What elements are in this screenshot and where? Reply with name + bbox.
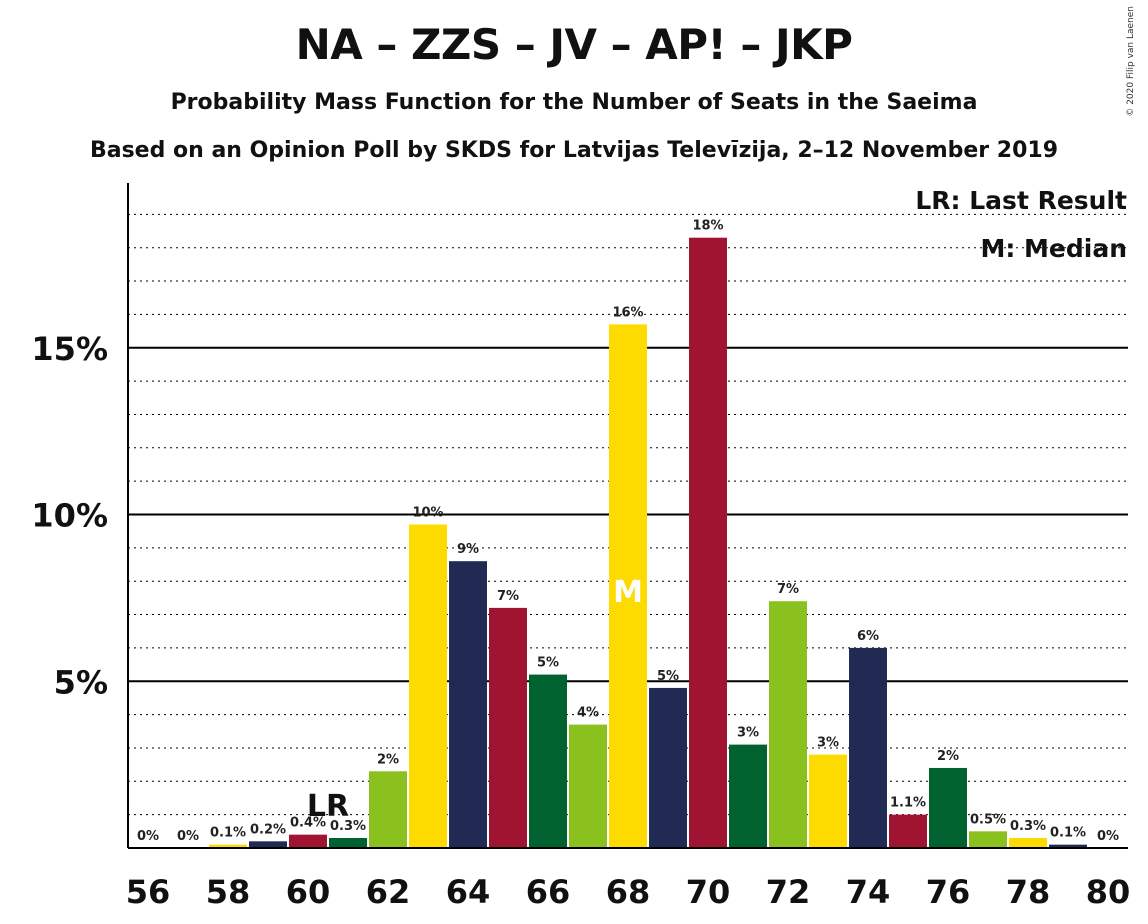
bar-label-seat-57: 0% xyxy=(177,829,199,844)
x-tick-label: 56 xyxy=(126,873,171,911)
bar-label-seat-59: 0.2% xyxy=(250,822,286,837)
median-marker: M xyxy=(613,575,643,610)
bar-seat-78 xyxy=(1009,837,1047,848)
bar-label-seat-60: 0.4% xyxy=(290,816,326,831)
bar-label-seat-66: 5% xyxy=(537,656,559,671)
bar-label-seat-69: 5% xyxy=(657,669,679,684)
bar-seat-70 xyxy=(689,237,727,848)
bar-seat-72 xyxy=(769,601,807,848)
legend-last-result: LR: Last Result xyxy=(915,186,1127,215)
bar-label-seat-77: 0.5% xyxy=(970,812,1006,827)
x-tick-label: 76 xyxy=(926,873,971,911)
chart-title: NA – ZZS – JV – AP! – JKP xyxy=(295,20,853,69)
x-tick-label: 70 xyxy=(686,873,731,911)
bar-seat-61 xyxy=(329,837,367,848)
bar-labels-group: 0% 0% 0.1% 0.2% 0.4% 0.3% 2% 10% 9% 7% 5% 4% 16% 5% 18… xyxy=(137,219,1119,844)
bar-label-seat-56: 0% xyxy=(137,829,159,844)
bar-seat-71 xyxy=(729,744,767,848)
bar-label-seat-72: 7% xyxy=(777,582,799,597)
chart-subtitle-source: Based on an Opinion Poll by SKDS for Lat… xyxy=(89,138,1059,163)
bar-seat-64 xyxy=(449,561,487,848)
bar-label-seat-75: 1.1% xyxy=(890,796,926,811)
x-tick-label: 74 xyxy=(846,873,891,911)
y-tick-labels-group: 5% 10% 15% xyxy=(31,330,108,702)
bar-label-seat-79: 0.1% xyxy=(1050,826,1086,841)
bar-label-seat-73: 3% xyxy=(817,736,839,751)
bar-label-seat-78: 0.3% xyxy=(1010,819,1046,834)
bar-seat-59 xyxy=(249,841,287,848)
bar-seat-69 xyxy=(649,687,687,848)
bar-seat-62 xyxy=(369,771,407,848)
bar-label-seat-68: 16% xyxy=(612,305,643,320)
x-tick-label: 62 xyxy=(366,873,411,911)
bar-seat-74 xyxy=(849,647,887,848)
bar-seat-77 xyxy=(969,831,1007,848)
x-tick-label: 78 xyxy=(1006,873,1051,911)
x-tick-labels-group: 56 58 60 62 64 66 68 70 72 74 76 78 80 xyxy=(126,873,1131,911)
bar-label-seat-80: 0% xyxy=(1097,829,1119,844)
bar-label-seat-63: 10% xyxy=(412,506,443,521)
bar-label-seat-64: 9% xyxy=(457,542,479,557)
bar-label-seat-76: 2% xyxy=(937,749,959,764)
bar-label-seat-67: 4% xyxy=(577,706,599,721)
bar-label-seat-58: 0.1% xyxy=(210,826,246,841)
y-tick-label: 5% xyxy=(54,663,108,701)
x-tick-label: 68 xyxy=(606,873,651,911)
bar-seat-66 xyxy=(529,674,567,848)
bars-group xyxy=(209,237,1087,848)
x-tick-label: 66 xyxy=(526,873,571,911)
x-tick-label: 60 xyxy=(286,873,331,911)
x-tick-label: 58 xyxy=(206,873,251,911)
bar-seat-63 xyxy=(409,524,447,848)
bar-seat-68 xyxy=(609,324,647,848)
bar-seat-67 xyxy=(569,724,607,848)
bar-seat-73 xyxy=(809,754,847,848)
bar-seat-76 xyxy=(929,767,967,848)
bar-label-seat-61: 0.3% xyxy=(330,819,366,834)
bar-seat-65 xyxy=(489,607,527,848)
x-tick-label: 80 xyxy=(1086,873,1131,911)
last-result-marker: LR xyxy=(307,789,349,824)
bar-label-seat-74: 6% xyxy=(857,629,879,644)
bar-label-seat-65: 7% xyxy=(497,589,519,604)
y-tick-label: 15% xyxy=(31,330,108,368)
bar-seat-75 xyxy=(889,814,927,848)
bar-seat-79 xyxy=(1049,844,1087,848)
x-tick-label: 64 xyxy=(446,873,491,911)
x-tick-label: 72 xyxy=(766,873,811,911)
legend-median: M: Median xyxy=(980,234,1127,263)
bar-seat-58 xyxy=(209,844,247,848)
y-tick-label: 10% xyxy=(31,497,108,535)
chart-subtitle: Probability Mass Function for the Number… xyxy=(170,90,978,115)
bar-label-seat-70: 18% xyxy=(692,219,723,234)
bar-label-seat-71: 3% xyxy=(737,726,759,741)
bar-seat-60 xyxy=(289,834,327,848)
bar-label-seat-62: 2% xyxy=(377,752,399,767)
